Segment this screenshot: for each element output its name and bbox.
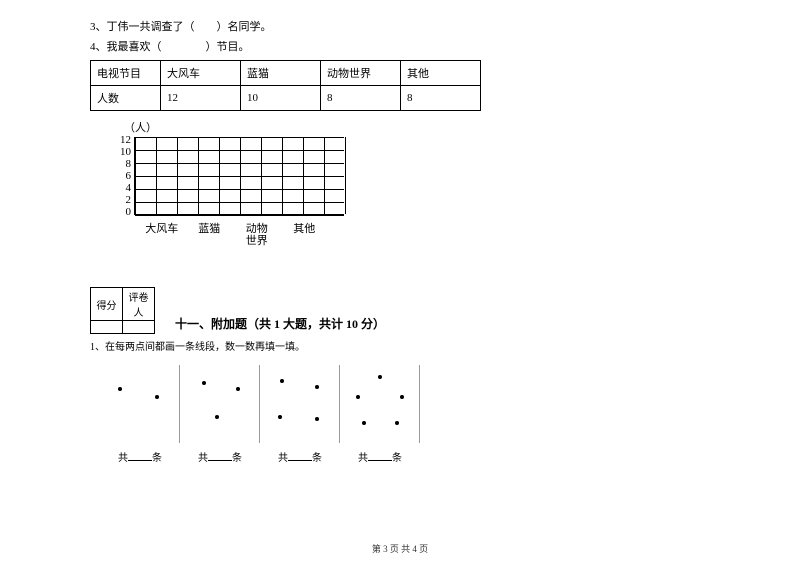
table-cell: 人数 <box>91 86 161 111</box>
chart-ytick: 0 <box>126 209 132 221</box>
chart-y-axis: 121086420 <box>120 137 134 221</box>
table-header-cell: 动物世界 <box>321 61 401 86</box>
dot-box <box>180 365 260 443</box>
tv-program-table: 电视节目 大风车 蓝猫 动物世界 其他 人数 12 10 8 8 <box>90 60 481 111</box>
table-cell: 8 <box>321 86 401 111</box>
chart-xtick: 蓝猫 <box>186 223 234 247</box>
answer-cell: 共条 <box>180 449 260 464</box>
dot-diagram-row <box>100 365 710 443</box>
table-header-cell: 电视节目 <box>91 61 161 86</box>
table-header-cell: 其他 <box>401 61 481 86</box>
dot-point <box>362 421 366 425</box>
chart-grid-area <box>134 137 344 215</box>
reviewer-blank <box>123 321 155 334</box>
table-row: 人数 12 10 8 8 <box>91 86 481 111</box>
table-header-cell: 蓝猫 <box>241 61 321 86</box>
bar-chart-grid: （人） 121086420 大风车蓝猫动物世界其他 <box>120 119 710 247</box>
score-blank <box>91 321 123 334</box>
dot-box <box>260 365 340 443</box>
dot-point <box>395 421 399 425</box>
dot-point <box>356 395 360 399</box>
chart-xtick: 大风车 <box>138 223 186 247</box>
section-11-q1: 1、在每两点间都画一条线段，数一数再填一填。 <box>90 338 710 353</box>
chart-y-label: （人） <box>124 119 710 135</box>
dot-point <box>280 379 284 383</box>
dot-point <box>202 381 206 385</box>
table-header-cell: 大风车 <box>161 61 241 86</box>
dot-point <box>315 417 319 421</box>
section-11-title: 十一、附加题（共 1 大题，共计 10 分） <box>175 315 385 334</box>
chart-x-axis: 大风车蓝猫动物世界其他 <box>138 223 710 247</box>
dot-point <box>400 395 404 399</box>
table-row: 电视节目 大风车 蓝猫 动物世界 其他 <box>91 61 481 86</box>
answer-row: 共条共条共条共条 <box>100 449 710 464</box>
answer-cell: 共条 <box>340 449 420 464</box>
answer-cell: 共条 <box>100 449 180 464</box>
page-footer: 第 3 页 共 4 页 <box>0 542 800 555</box>
dot-point <box>236 387 240 391</box>
score-section: 得分 评卷人 十一、附加题（共 1 大题，共计 10 分） <box>90 287 710 334</box>
dot-point <box>315 385 319 389</box>
dot-point <box>378 375 382 379</box>
answer-cell: 共条 <box>260 449 340 464</box>
chart-xtick: 动物世界 <box>233 223 281 247</box>
reviewer-label: 评卷人 <box>123 288 155 321</box>
question-4: 4、我最喜欢（ ）节目。 <box>90 38 710 54</box>
dot-point <box>118 387 122 391</box>
dot-point <box>278 415 282 419</box>
table-cell: 8 <box>401 86 481 111</box>
table-cell: 10 <box>241 86 321 111</box>
dot-box <box>100 365 180 443</box>
chart-xtick: 其他 <box>281 223 329 247</box>
question-3: 3、丁伟一共调查了（ ）名同学。 <box>90 18 710 34</box>
dot-point <box>155 395 159 399</box>
score-table: 得分 评卷人 <box>90 287 155 334</box>
dot-box <box>340 365 420 443</box>
score-label: 得分 <box>91 288 123 321</box>
dot-point <box>215 415 219 419</box>
table-cell: 12 <box>161 86 241 111</box>
